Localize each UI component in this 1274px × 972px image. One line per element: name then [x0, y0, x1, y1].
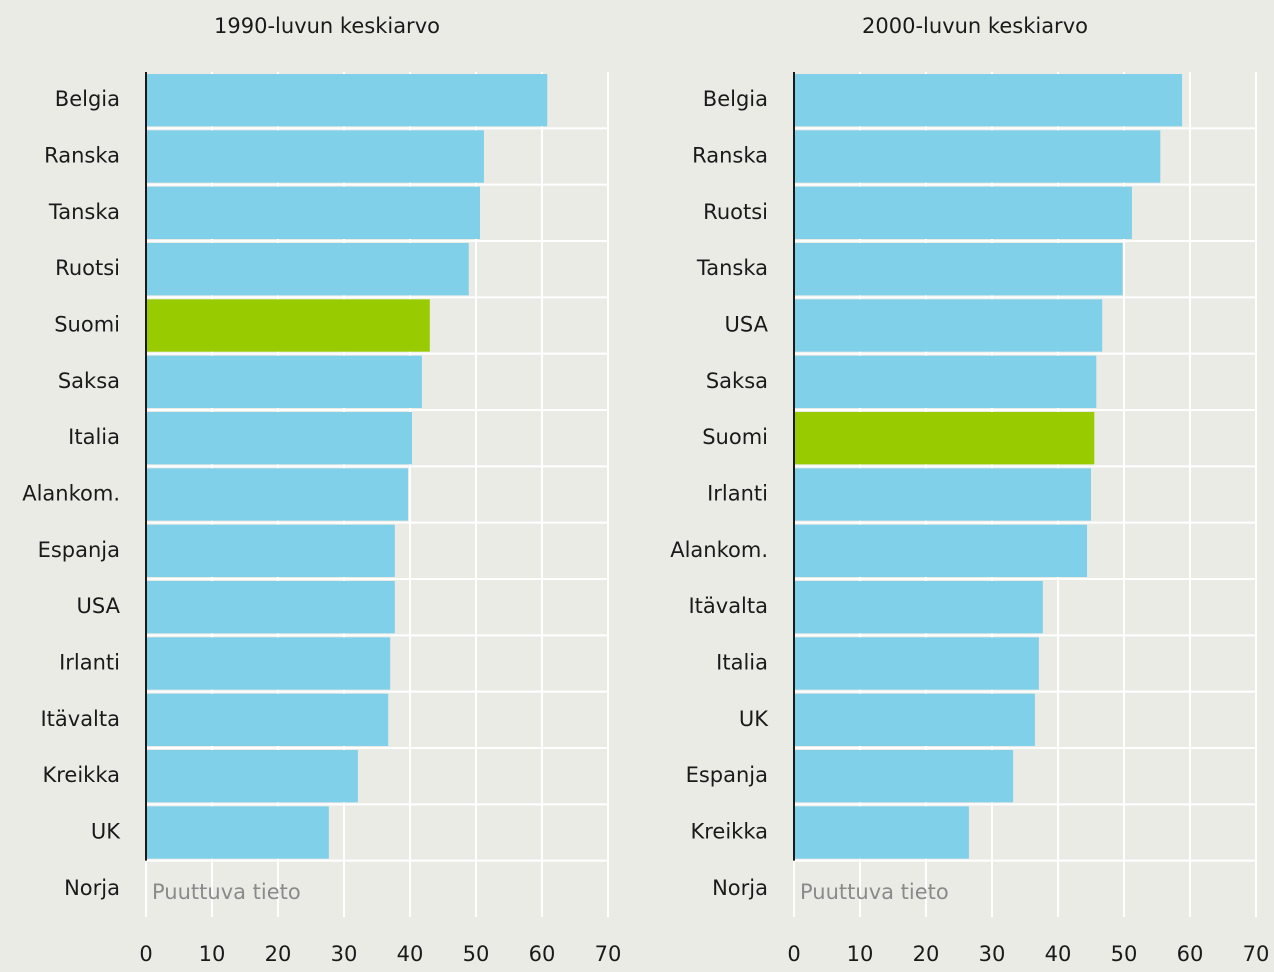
- y-tick-label: Suomi: [54, 313, 120, 337]
- y-tick-label: USA: [77, 594, 121, 618]
- bar: [146, 637, 391, 690]
- bar: [794, 299, 1103, 352]
- x-tick-label: 70: [1243, 942, 1270, 966]
- y-tick-label: Alankom.: [670, 538, 768, 562]
- x-tick-label: 60: [529, 942, 556, 966]
- x-tick-label: 10: [847, 942, 874, 966]
- y-tick-label: Kreikka: [42, 763, 120, 787]
- annotation: Puuttuva tieto: [800, 880, 949, 904]
- y-tick-label: Belgia: [55, 87, 120, 111]
- bar: [146, 130, 484, 183]
- y-tick-label: Espanja: [38, 538, 120, 562]
- bar: [146, 806, 329, 859]
- y-tick-label: UK: [739, 707, 769, 731]
- bar: [794, 130, 1161, 183]
- y-tick-label: Espanja: [686, 763, 768, 787]
- bar: [794, 412, 1095, 465]
- x-tick-label: 0: [139, 942, 152, 966]
- y-tick-label: Itävalta: [40, 707, 120, 731]
- y-tick-label: Irlanti: [707, 482, 768, 506]
- bar: [794, 637, 1039, 690]
- bar: [146, 74, 548, 127]
- x-tick-label: 10: [199, 942, 226, 966]
- y-tick-label: Ruotsi: [55, 256, 120, 280]
- y-tick-label: Tanska: [48, 200, 120, 224]
- bar: [146, 355, 422, 408]
- bar: [146, 581, 395, 634]
- bar: [146, 693, 389, 746]
- y-tick-label: Ranska: [692, 144, 768, 168]
- x-tick-label: 50: [1111, 942, 1138, 966]
- y-tick-label: Italia: [716, 651, 768, 675]
- bar: [146, 412, 412, 465]
- x-tick-label: 0: [787, 942, 800, 966]
- y-tick-label: Tanska: [696, 256, 768, 280]
- x-tick-label: 70: [595, 942, 622, 966]
- y-tick-label: Alankom.: [22, 482, 120, 506]
- bar: [794, 186, 1132, 239]
- y-tick-label: USA: [725, 313, 769, 337]
- x-tick-label: 40: [397, 942, 424, 966]
- y-tick-label: Saksa: [706, 369, 768, 393]
- y-tick-label: Saksa: [58, 369, 120, 393]
- chart-title: 2000-luvun keskiarvo: [862, 14, 1088, 38]
- y-tick-label: Suomi: [702, 425, 768, 449]
- y-tick-label: Norja: [64, 876, 120, 900]
- bar: [794, 355, 1097, 408]
- bar: [794, 524, 1088, 577]
- x-tick-label: 30: [331, 942, 358, 966]
- bar: [146, 524, 395, 577]
- y-tick-label: Ranska: [44, 144, 120, 168]
- bar: [794, 243, 1123, 296]
- x-tick-label: 30: [979, 942, 1006, 966]
- x-tick-label: 20: [265, 942, 292, 966]
- bar: [146, 750, 358, 803]
- bar: [146, 186, 480, 239]
- x-tick-label: 40: [1045, 942, 1072, 966]
- x-tick-label: 60: [1177, 942, 1204, 966]
- y-tick-label: Irlanti: [59, 651, 120, 675]
- bar: [794, 693, 1035, 746]
- chart-title: 1990-luvun keskiarvo: [214, 14, 440, 38]
- bar: [146, 468, 409, 521]
- y-tick-label: Itävalta: [688, 594, 768, 618]
- bar: [146, 299, 430, 352]
- y-tick-label: Italia: [68, 425, 120, 449]
- annotation: Puuttuva tieto: [152, 880, 301, 904]
- y-tick-label: UK: [91, 820, 121, 844]
- bar: [794, 74, 1183, 127]
- y-tick-label: Kreikka: [690, 820, 768, 844]
- bar: [146, 243, 469, 296]
- y-tick-label: Ruotsi: [703, 200, 768, 224]
- bar: [794, 750, 1014, 803]
- bar: [794, 468, 1091, 521]
- x-tick-label: 20: [913, 942, 940, 966]
- bar: [794, 806, 969, 859]
- x-tick-label: 50: [463, 942, 490, 966]
- y-tick-label: Norja: [712, 876, 768, 900]
- y-tick-label: Belgia: [703, 87, 768, 111]
- bar: [794, 581, 1043, 634]
